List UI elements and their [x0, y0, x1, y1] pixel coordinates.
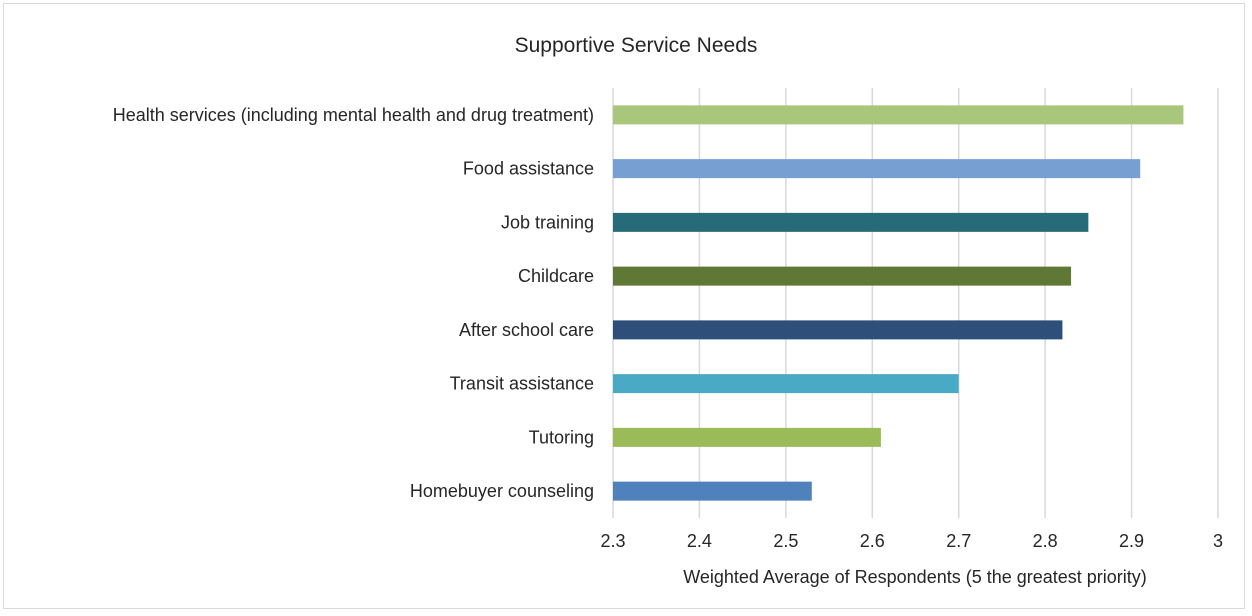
category-label: Job training	[501, 212, 594, 232]
chart-title: Supportive Service Needs	[515, 34, 758, 57]
category-label: After school care	[459, 320, 594, 340]
bars	[613, 105, 1184, 501]
category-label: Transit assistance	[450, 374, 594, 394]
x-tick-label: 2.8	[1033, 531, 1058, 551]
category-label: Food assistance	[463, 159, 594, 179]
category-label: Health services (including mental health…	[113, 105, 594, 125]
x-tick-label: 2.9	[1119, 531, 1144, 551]
x-tick-label: 2.7	[946, 531, 971, 551]
bar	[613, 374, 959, 394]
bar	[613, 105, 1184, 125]
category-label: Homebuyer counseling	[410, 481, 594, 501]
category-label: Childcare	[518, 266, 594, 286]
bar	[613, 427, 881, 447]
gridlines	[612, 88, 1219, 518]
x-axis-title: Weighted Average of Respondents (5 the g…	[683, 567, 1147, 587]
x-tick-label: 2.5	[773, 531, 798, 551]
chart-frame	[3, 3, 1245, 609]
x-tick-label: 2.6	[860, 531, 885, 551]
bar	[613, 212, 1089, 232]
x-tick-label: 2.3	[600, 531, 625, 551]
bar	[613, 481, 812, 501]
category-label: Tutoring	[529, 427, 594, 447]
x-tick-label: 3	[1213, 531, 1223, 551]
bar	[613, 159, 1141, 179]
bar	[613, 266, 1072, 286]
x-tick-labels: 2.3 2.4 2.5 2.6 2.7 2.8 2.9 3	[600, 531, 1223, 551]
bar	[613, 320, 1063, 340]
category-labels: Health services (including mental health…	[113, 105, 594, 501]
x-tick-label: 2.4	[687, 531, 712, 551]
